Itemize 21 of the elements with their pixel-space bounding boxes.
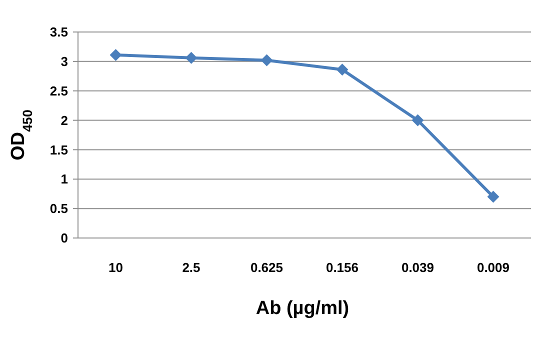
point [336, 64, 348, 76]
x-tick-label: 0.156 [326, 260, 359, 275]
y-tick-label: 1.5 [50, 142, 68, 158]
x-axis-title: Ab (µg/ml) [256, 298, 350, 319]
x-tick-label: 0.009 [476, 260, 510, 275]
x-tick-label: 0.625 [250, 260, 284, 275]
x-tick-label: 2.5 [182, 260, 200, 275]
point [110, 48, 122, 61]
x-tick-label: 10 [108, 260, 123, 275]
y-tick-label: 0 [60, 230, 68, 246]
point [185, 52, 198, 64]
y-tick-label: 3.5 [50, 24, 68, 40]
y-tick-label: 0.5 [50, 201, 68, 216]
x-tick-label: 0.039 [401, 260, 434, 275]
point [487, 190, 500, 203]
point [412, 114, 424, 126]
y-tick-label: 2.5 [50, 83, 68, 98]
y-tick-label: 1 [60, 172, 68, 187]
point [260, 54, 273, 66]
y-tick-label: 3 [60, 54, 68, 69]
y-tick-label: 2 [60, 112, 68, 128]
